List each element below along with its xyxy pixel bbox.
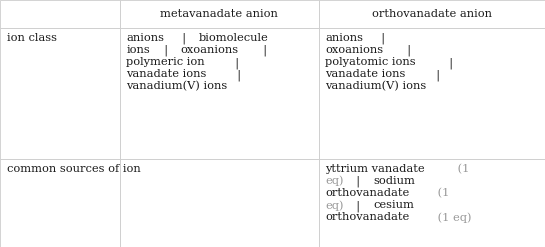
Text: (1: (1 bbox=[434, 188, 450, 198]
Text: metavanadate anion: metavanadate anion bbox=[160, 9, 278, 19]
Text: |: | bbox=[175, 33, 194, 44]
Text: orthovanadate anion: orthovanadate anion bbox=[372, 9, 492, 19]
Text: ions: ions bbox=[126, 45, 150, 55]
Bar bbox=[0, 28, 120, 159]
Bar bbox=[319, 28, 545, 159]
Bar bbox=[120, 0, 319, 28]
Text: orthovanadate: orthovanadate bbox=[325, 212, 410, 222]
Text: eq): eq) bbox=[325, 176, 344, 186]
Text: oxoanions: oxoanions bbox=[325, 45, 384, 55]
Text: |: | bbox=[349, 176, 368, 187]
Text: (1 eq): (1 eq) bbox=[434, 212, 471, 223]
Text: vanadate ions: vanadate ions bbox=[126, 69, 207, 79]
Text: |: | bbox=[374, 33, 385, 44]
Text: oxoanions: oxoanions bbox=[181, 45, 239, 55]
Text: polyatomic ions: polyatomic ions bbox=[325, 57, 416, 67]
Text: |: | bbox=[349, 200, 368, 212]
Text: |: | bbox=[429, 69, 440, 81]
Text: polymeric ion: polymeric ion bbox=[126, 57, 205, 67]
Bar bbox=[0, 0, 120, 28]
Text: sodium: sodium bbox=[373, 176, 415, 186]
Text: eq): eq) bbox=[325, 200, 344, 211]
Text: vanadium(V) ions: vanadium(V) ions bbox=[325, 82, 427, 92]
Text: |: | bbox=[443, 57, 453, 69]
Bar bbox=[319, 159, 545, 247]
Text: (1: (1 bbox=[454, 164, 469, 174]
Text: orthovanadate: orthovanadate bbox=[325, 188, 410, 198]
Text: ion class: ion class bbox=[7, 33, 57, 43]
Text: |: | bbox=[401, 45, 411, 57]
Bar bbox=[120, 159, 319, 247]
Text: yttrium vanadate: yttrium vanadate bbox=[325, 164, 425, 174]
Text: common sources of ion: common sources of ion bbox=[7, 164, 140, 174]
Text: |: | bbox=[157, 45, 175, 57]
Bar bbox=[120, 28, 319, 159]
Text: |: | bbox=[228, 57, 239, 69]
Text: |: | bbox=[230, 69, 241, 81]
Text: vanadium(V) ions: vanadium(V) ions bbox=[126, 82, 228, 92]
Text: |: | bbox=[256, 45, 267, 57]
Text: anions: anions bbox=[126, 33, 165, 43]
Bar bbox=[0, 159, 120, 247]
Text: biomolecule: biomolecule bbox=[199, 33, 269, 43]
Text: vanadate ions: vanadate ions bbox=[325, 69, 405, 79]
Bar bbox=[319, 0, 545, 28]
Text: anions: anions bbox=[325, 33, 364, 43]
Text: cesium: cesium bbox=[373, 200, 414, 210]
